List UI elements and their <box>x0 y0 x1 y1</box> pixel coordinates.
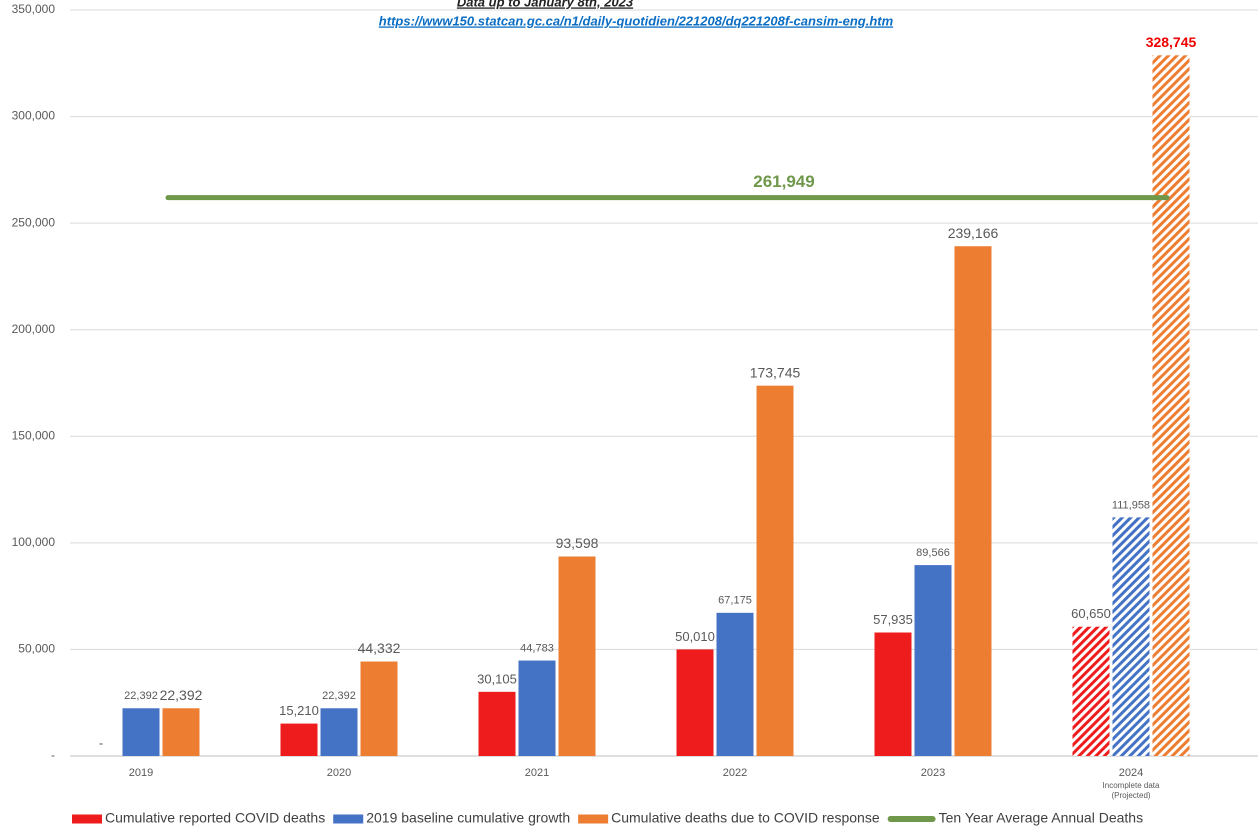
y-tick-label: 250,000 <box>12 215 56 229</box>
bar <box>676 649 714 756</box>
value-label: 22,392 <box>160 687 203 703</box>
bar <box>162 708 200 756</box>
bar <box>1152 55 1190 756</box>
subtitle: Data up to January 8th, 2023 <box>457 0 634 9</box>
bar <box>1112 517 1150 756</box>
legend-swatch <box>887 816 936 822</box>
y-tick-label: 200,000 <box>12 322 56 336</box>
bar <box>756 385 794 756</box>
value-label: 93,598 <box>556 535 599 551</box>
value-label: 57,935 <box>873 612 913 627</box>
x-note: (Projected) <box>1111 791 1150 800</box>
legend-label: 2019 baseline cumulative growth <box>366 810 570 826</box>
value-label: 22,392 <box>322 690 356 702</box>
bar <box>360 661 398 756</box>
bar <box>122 708 160 756</box>
bar <box>716 612 754 756</box>
value-label: 44,332 <box>358 640 401 656</box>
bar <box>478 691 516 756</box>
bar <box>280 723 318 756</box>
y-tick-label: 150,000 <box>12 428 56 442</box>
bar <box>518 660 556 756</box>
x-tick-label: 2021 <box>525 767 549 779</box>
legend-label: Ten Year Average Annual Deaths <box>939 810 1143 826</box>
value-label: 67,175 <box>718 595 752 607</box>
value-label: 89,566 <box>916 547 950 559</box>
bar <box>914 565 952 756</box>
bar <box>320 708 358 756</box>
y-tick-label: 100,000 <box>12 535 56 549</box>
x-note: Incomplete data <box>1103 781 1160 790</box>
y-tick-label: 300,000 <box>12 109 56 123</box>
x-tick-label: 2022 <box>723 767 747 779</box>
legend-swatch <box>578 814 609 824</box>
value-label: - <box>99 735 103 750</box>
value-label: 60,650 <box>1071 606 1111 621</box>
value-label: 15,210 <box>279 703 319 718</box>
bar <box>954 246 992 757</box>
value-label: 111,958 <box>1112 499 1150 511</box>
value-label: 44,783 <box>520 642 554 654</box>
bar <box>558 556 596 756</box>
legend-label: Cumulative deaths due to COVID response <box>611 810 880 826</box>
bar <box>1072 626 1110 756</box>
bar <box>874 632 912 756</box>
legend-swatch <box>72 814 102 824</box>
x-tick-label: 2019 <box>129 767 153 779</box>
y-tick-label: 350,000 <box>12 2 56 16</box>
average-label: 261,949 <box>753 172 814 191</box>
x-tick-label: 2024 <box>1119 767 1143 779</box>
x-tick-label: 2020 <box>327 767 351 779</box>
value-label: 30,105 <box>477 671 517 686</box>
value-label: 328,745 <box>1146 34 1197 50</box>
legend-swatch <box>333 814 364 824</box>
value-label: 239,166 <box>948 225 999 241</box>
legend-label: Cumulative reported COVID deaths <box>105 810 325 826</box>
value-label: 22,392 <box>124 690 158 702</box>
source-link[interactable]: https://www150.statcan.gc.ca/n1/daily-qu… <box>379 13 894 28</box>
value-label: 173,745 <box>750 364 801 380</box>
y-tick-label: 50,000 <box>18 642 55 656</box>
y-tick-label: - <box>51 748 55 762</box>
value-label: 50,010 <box>675 629 715 644</box>
x-tick-label: 2023 <box>921 767 945 779</box>
